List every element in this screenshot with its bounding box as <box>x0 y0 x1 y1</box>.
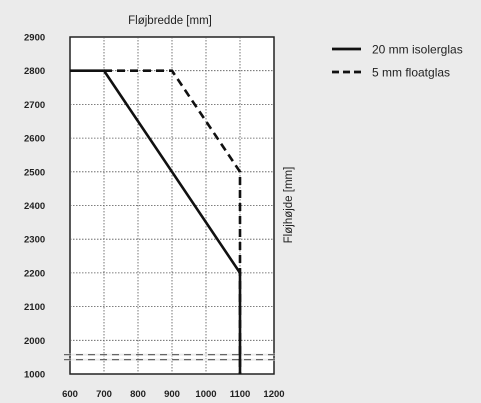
plot-area <box>64 36 280 375</box>
x-tick-label: 1100 <box>230 389 251 400</box>
y-tick-label: 1000 <box>24 370 45 381</box>
series-layer <box>70 69 242 374</box>
series-line-floatglas <box>104 69 242 374</box>
x-tick-label: 900 <box>164 389 180 400</box>
y-tick-label: 2600 <box>24 134 45 145</box>
y-tick-label: 2000 <box>24 336 45 347</box>
x-tick-labels: 600 700 800 900 1000 1100 1200 <box>62 389 285 400</box>
y-axis-title: Fløjhøjde [mm] <box>283 167 295 244</box>
x-tick-label: 1000 <box>195 389 216 400</box>
x-axis-title: Fløjbredde [mm] <box>128 15 212 27</box>
y-tick-label: 2100 <box>24 302 45 313</box>
x-tick-label: 600 <box>62 389 78 400</box>
axis-break <box>64 353 280 361</box>
x-tick-label: 1200 <box>263 389 284 400</box>
legend: 20 mm isolerglas 5 mm floatglas <box>332 43 463 80</box>
legend-label: 5 mm floatglas <box>372 66 450 80</box>
y-tick-label: 2700 <box>24 100 45 111</box>
y-tick-label: 2500 <box>24 167 45 178</box>
y-tick-label: 2300 <box>24 235 45 246</box>
y-tick-label: 2400 <box>24 201 45 212</box>
y-tick-label: 2900 <box>24 33 45 44</box>
y-tick-label: 2200 <box>24 268 45 279</box>
x-tick-label: 800 <box>130 389 146 400</box>
y-tick-labels: 1000 2000 2100 2200 2300 2400 2500 2600 2700 2800… <box>24 33 45 381</box>
y-tick-label: 2800 <box>24 66 45 77</box>
legend-label: 20 mm isolerglas <box>372 43 463 57</box>
x-tick-label: 700 <box>96 389 112 400</box>
